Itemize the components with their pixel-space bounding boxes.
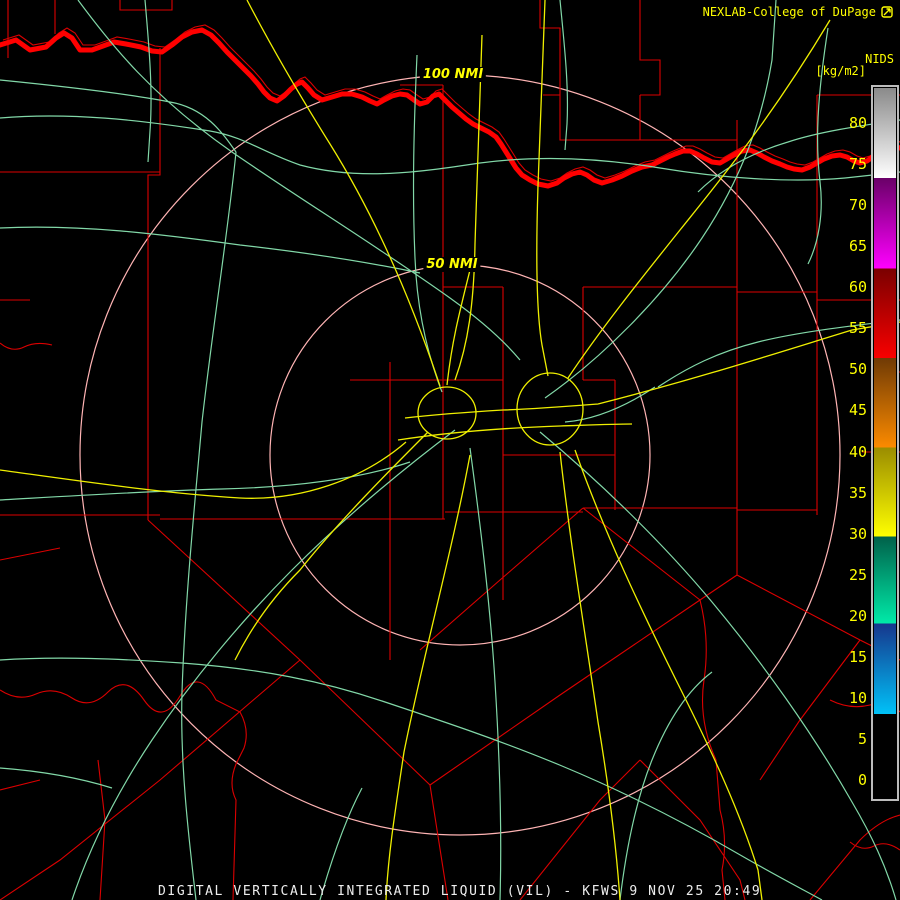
range-ring-100nmi <box>79 74 841 836</box>
colorbar-tick-60: 60 <box>848 278 867 297</box>
colorbar-ticks: 80 75 70 65 60 55 50 45 40 35 30 25 20 15 10 5 0 <box>827 0 867 900</box>
units-label: [kg/m2] <box>815 64 866 78</box>
range-rings <box>79 74 841 836</box>
colorbar-gradient <box>874 88 896 798</box>
ftworth-loop <box>417 386 477 440</box>
colorbar-tick-30: 30 <box>848 524 867 543</box>
colorbar-tick-45: 45 <box>848 401 867 420</box>
product-caption: DIGITAL VERTICALLY INTEGRATED LIQUID (VI… <box>158 884 762 899</box>
colorbar-tick-55: 55 <box>848 319 867 338</box>
red-river-path <box>0 27 900 189</box>
colorbar-tick-80: 80 <box>848 114 867 132</box>
colorbar-tick-65: 65 <box>848 237 867 256</box>
product-label: NIDS <box>865 52 894 66</box>
colorbar <box>871 85 899 801</box>
cod-logo-icon <box>881 6 893 18</box>
red-river <box>0 27 900 189</box>
county-lines-north <box>0 0 900 660</box>
county-lines-south <box>0 507 900 900</box>
colorbar-tick-0: 0 <box>857 771 867 789</box>
source-label: NEXLAB-College of DuPage <box>702 5 876 19</box>
range-ring-label-100nmi: 100 NMI <box>419 67 487 82</box>
colorbar-tick-15: 15 <box>848 647 867 666</box>
colorbar-tick-35: 35 <box>848 483 867 502</box>
state-line-thin <box>2 24 900 182</box>
colorbar-tick-40: 40 <box>848 442 867 461</box>
colorbar-tick-25: 25 <box>848 565 867 584</box>
colorbar-tick-70: 70 <box>848 196 867 215</box>
colorbar-tick-20: 20 <box>848 606 867 625</box>
dallas-loop <box>516 372 584 446</box>
colorbar-tick-10: 10 <box>848 688 867 707</box>
colorbar-tick-75: 75 <box>848 155 867 174</box>
header: NEXLAB-College of DuPage <box>703 5 893 19</box>
colorbar-tick-50: 50 <box>848 360 867 379</box>
range-ring-label-50nmi: 50 NMI <box>423 257 481 272</box>
colorbar-tick-5: 5 <box>857 729 867 748</box>
